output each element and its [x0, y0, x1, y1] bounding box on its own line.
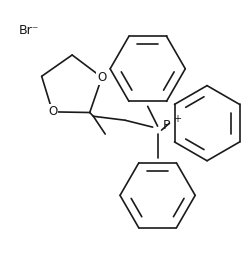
- Text: Br⁻: Br⁻: [19, 24, 40, 37]
- Text: O: O: [97, 71, 107, 84]
- Text: +: +: [173, 114, 181, 124]
- Text: P: P: [163, 119, 170, 132]
- Text: O: O: [48, 105, 57, 118]
